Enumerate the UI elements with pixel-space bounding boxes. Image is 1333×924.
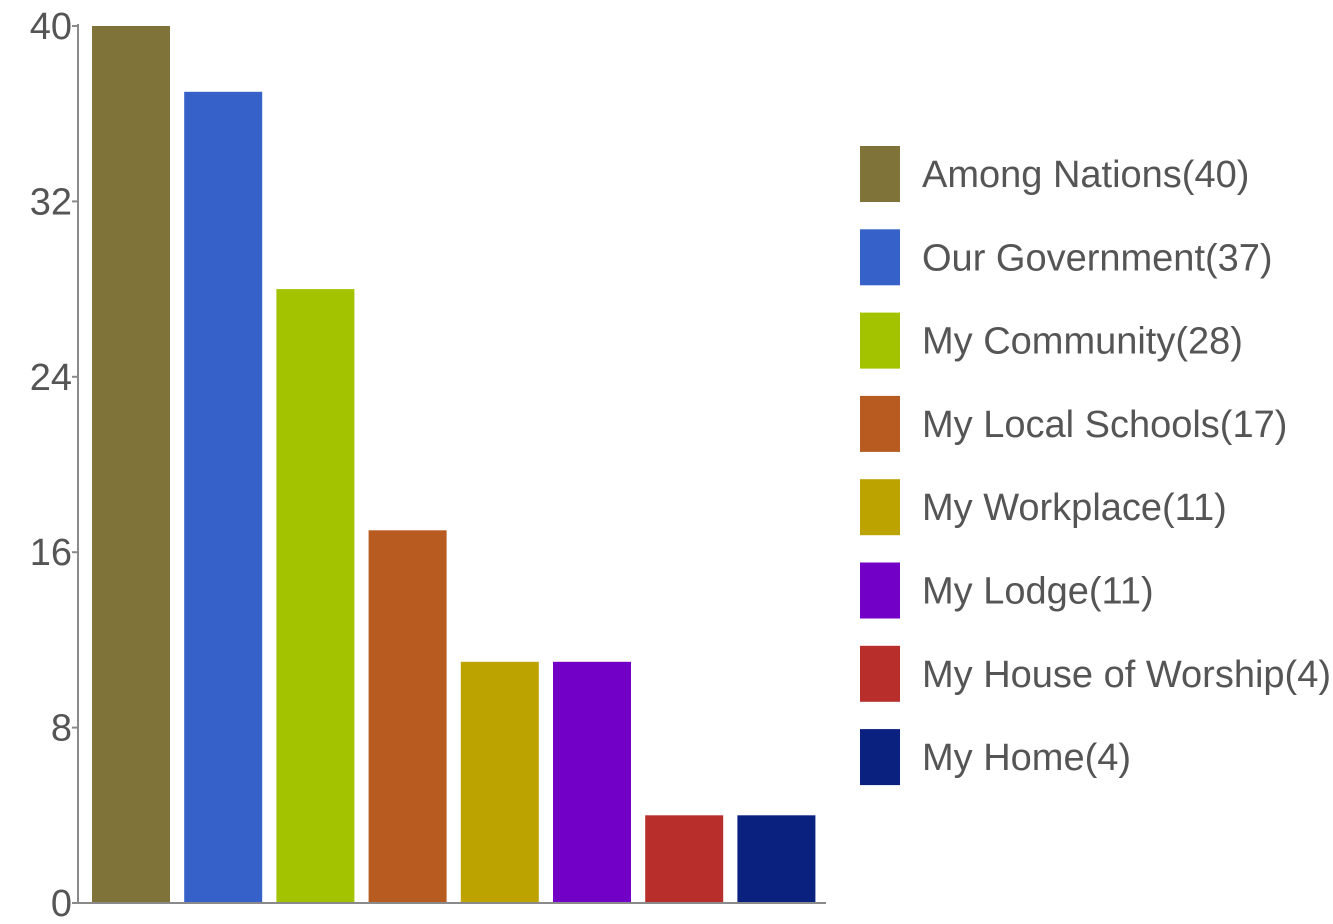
legend-item: Among Nations(40)	[860, 146, 1249, 202]
legend-item: Our Government(37)	[860, 229, 1273, 286]
legend-item: My Community(28)	[860, 312, 1243, 369]
legend: Among Nations(40) Our Government(37) My Co…	[860, 146, 1331, 786]
legend-swatch	[860, 479, 900, 536]
legend-swatch	[860, 645, 900, 702]
y-tick-label: 16	[30, 532, 72, 574]
legend-swatch	[860, 312, 900, 369]
y-tick-label: 8	[51, 708, 72, 750]
legend-swatch	[860, 562, 900, 619]
y-tick-label: 24	[30, 357, 72, 399]
legend-label: Our Government(37)	[922, 237, 1273, 279]
bar-7	[645, 815, 724, 903]
legend-label: Among Nations(40)	[922, 154, 1249, 196]
legend-swatch	[860, 729, 900, 786]
legend-label: My Workplace(11)	[922, 487, 1227, 529]
bar-1	[92, 26, 170, 903]
legend-item: My Local Schools(17)	[860, 395, 1287, 452]
bars	[92, 26, 816, 904]
bar-3	[276, 289, 355, 904]
legend-label: My Home(4)	[922, 737, 1131, 779]
y-tick-label: 0	[51, 883, 72, 924]
legend-item: My Lodge(11)	[860, 562, 1154, 619]
bar-4	[368, 530, 447, 903]
bar-8	[737, 815, 816, 903]
legend-item: My Home(4)	[860, 729, 1131, 786]
legend-label: My Community(28)	[922, 321, 1243, 363]
bar-6	[553, 661, 631, 903]
y-tick-label: 40	[30, 6, 72, 48]
legend-swatch	[860, 229, 900, 286]
legend-swatch	[860, 395, 900, 452]
legend-item: My Workplace(11)	[860, 479, 1227, 536]
y-axis: 0 8 16 24 32 40	[30, 6, 826, 924]
legend-label: My Lodge(11)	[922, 571, 1154, 613]
legend-item: My House of Worship(4)	[860, 645, 1331, 702]
legend-swatch	[860, 146, 900, 202]
legend-label: My House of Worship(4)	[922, 654, 1331, 696]
bar-5	[460, 661, 539, 903]
legend-label: My Local Schools(17)	[922, 404, 1287, 446]
bar-2	[184, 91, 263, 904]
y-tick-label: 32	[30, 181, 72, 223]
